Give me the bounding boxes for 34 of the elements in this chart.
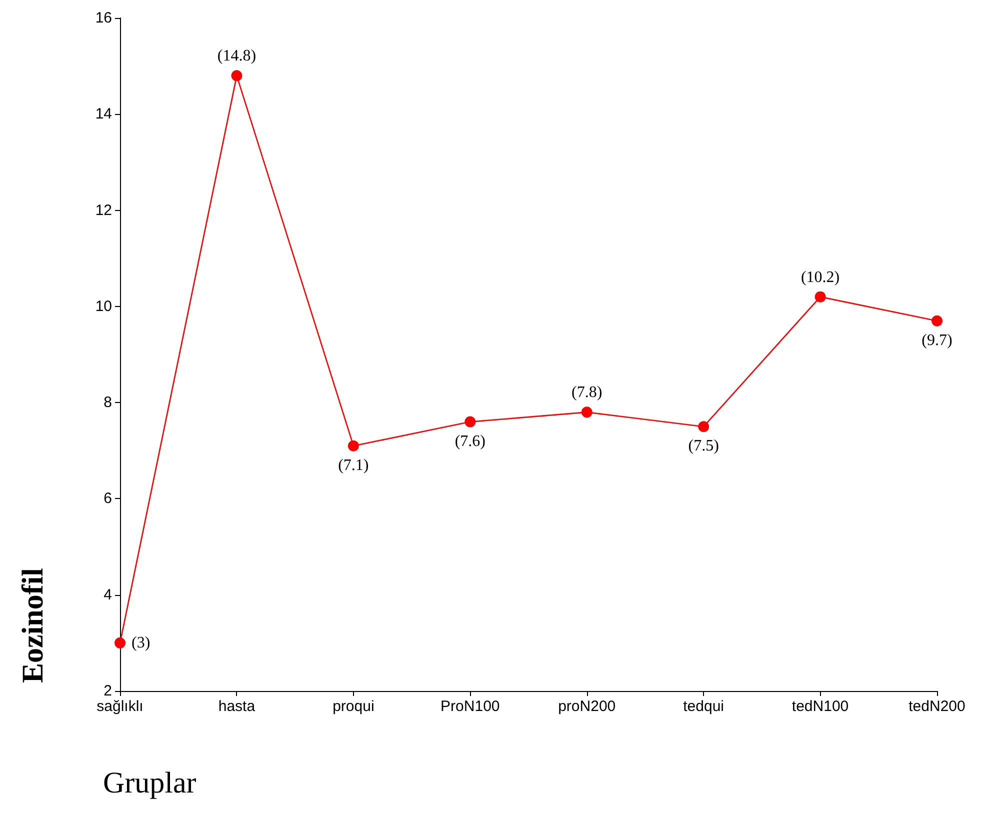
y-tick-label: 2 [104,682,112,700]
data-label: (9.7) [922,332,952,349]
y-tick-label: 6 [104,490,112,508]
point [814,291,826,302]
y-tick-label: 10 [95,298,112,315]
x-tick-label: proN200 [558,698,616,715]
x-tick-label: tedN100 [792,698,849,715]
point [348,440,359,452]
data-label: (7.1) [338,456,369,474]
data-label: (7.8) [572,384,602,402]
x-tick-label: ProN100 [440,698,500,715]
point [464,416,476,428]
y-tick-label: 4 [104,586,112,604]
x-tick-label: tedN200 [908,698,966,715]
y-tick-label: 16 [95,10,112,26]
point [114,637,126,648]
point [932,315,942,326]
point [231,70,242,82]
data-label: (10.2) [800,268,840,286]
x-tick-label: tedqui [683,698,724,715]
y-axis-title: Eozinofil [16,568,50,684]
x-tick-label: hasta [218,698,256,715]
y-tick-label: 12 [95,202,112,219]
data-label: (3) [132,634,150,652]
point [698,421,710,432]
data-label: (14.8) [217,48,256,65]
x-axis-title: Gruplar [103,766,196,800]
y-tick-label: 14 [95,106,112,123]
data-label: (7.6) [454,432,486,450]
y-tick-label: 8 [104,394,112,412]
point [581,406,592,418]
x-tick-label: sağlıklı [96,698,144,715]
data-label: (7.5) [688,438,719,455]
x-tick-label: proqui [332,698,374,715]
